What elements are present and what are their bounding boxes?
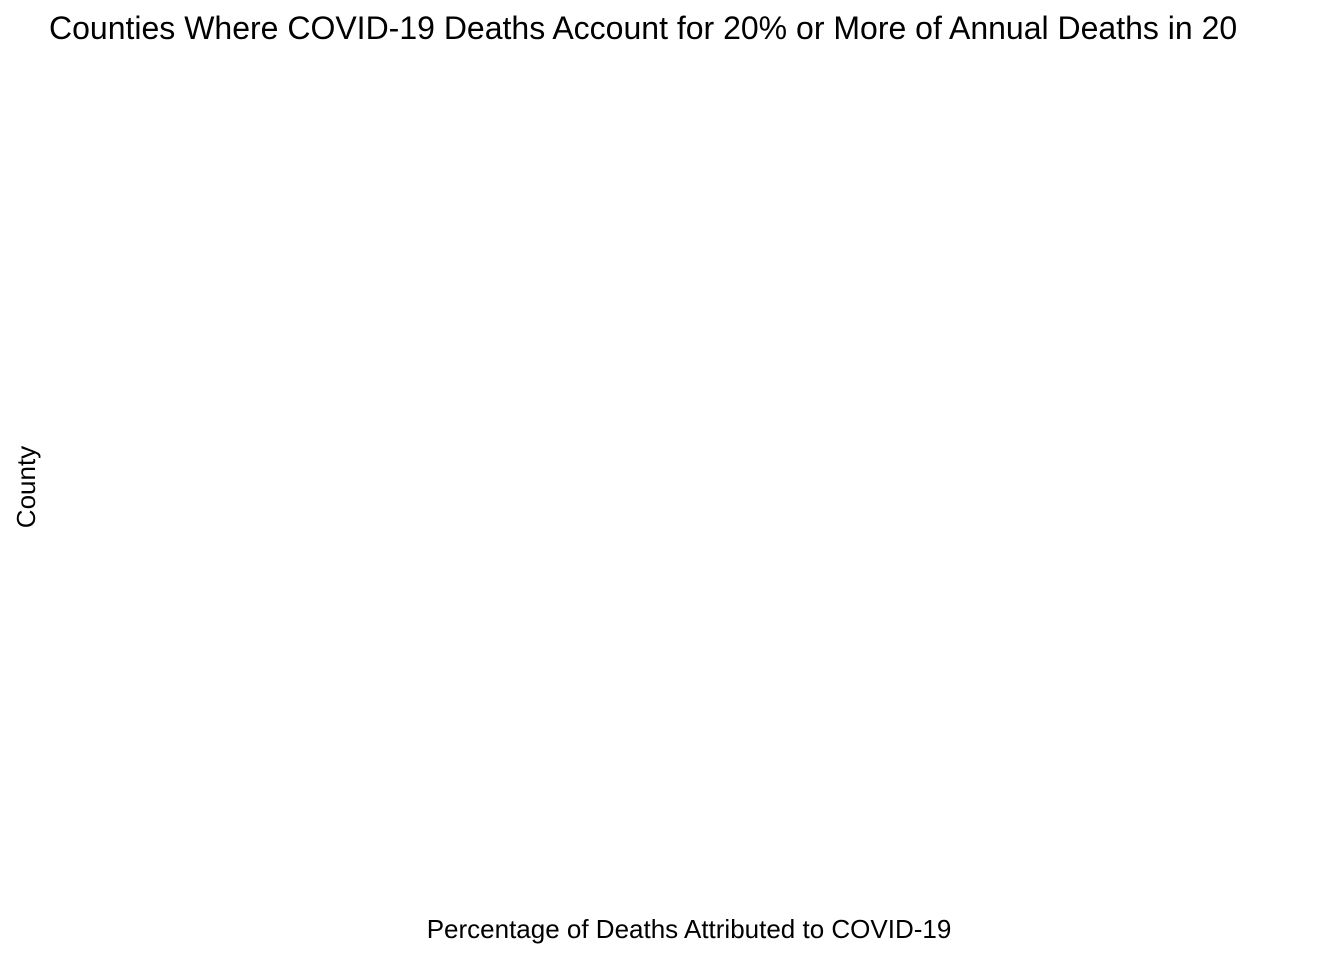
y-axis-label: County: [11, 445, 41, 529]
chart-title: Counties Where COVID-19 Deaths Account f…: [49, 10, 1238, 46]
x-axis-label: Percentage of Deaths Attributed to COVID…: [426, 914, 952, 944]
